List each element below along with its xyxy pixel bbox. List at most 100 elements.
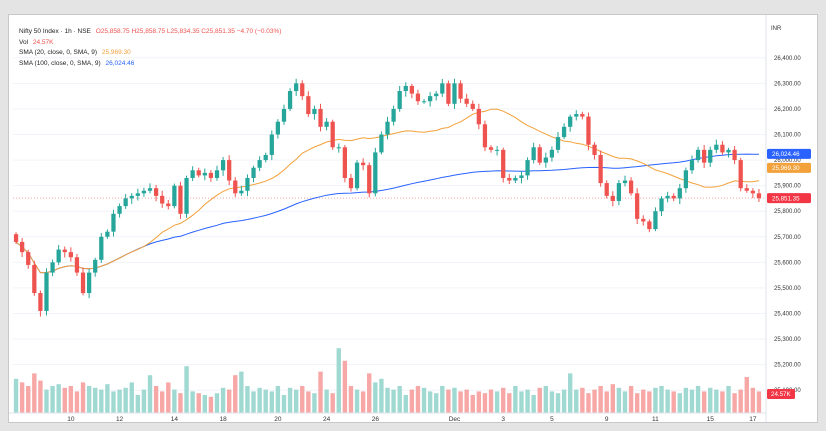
volume-bar <box>26 386 31 413</box>
candle-body <box>379 134 384 153</box>
candle <box>702 144 707 168</box>
candle <box>561 123 567 140</box>
volume-bar <box>744 377 749 413</box>
price-tick-label: 26,200.00 <box>774 107 801 113</box>
volume-bar <box>415 386 421 413</box>
volume-bar <box>147 375 153 413</box>
candle-body <box>750 190 755 194</box>
candle-body <box>659 198 664 212</box>
sma20-label[interactable]: SMA (20, close, 0, SMA, 9) <box>19 49 98 56</box>
candle-body <box>647 221 652 230</box>
candle-body <box>348 177 354 189</box>
volume-bar <box>421 387 427 413</box>
candle-body <box>622 180 628 184</box>
volume-bar <box>68 386 74 413</box>
candle <box>513 175 518 184</box>
volume-bar <box>604 391 609 413</box>
candle <box>172 183 177 209</box>
volume-bar <box>628 386 634 413</box>
time-tick-label: 17 <box>749 416 757 422</box>
candle <box>689 155 695 174</box>
volume-bar <box>586 393 591 413</box>
vol-value: 24.57K <box>32 38 54 46</box>
volume-bar <box>245 386 250 413</box>
candle-body <box>507 177 512 181</box>
sma100-label[interactable]: SMA (100, close, 0, SMA, 9) <box>19 59 101 67</box>
volume-bar <box>391 389 396 413</box>
candle-body <box>184 177 189 214</box>
volume-bar <box>695 386 701 413</box>
candle <box>519 171 524 184</box>
candle <box>348 173 354 192</box>
candle-body <box>281 108 287 122</box>
candle-body <box>677 188 682 199</box>
volume-bar <box>732 393 737 413</box>
volume-bar <box>50 386 55 413</box>
volume-bar <box>385 387 390 413</box>
candle <box>32 260 37 296</box>
candle-body <box>580 114 585 117</box>
volume-bar <box>38 380 43 413</box>
candle <box>38 290 43 317</box>
candle-body <box>202 172 207 176</box>
candle <box>281 104 287 125</box>
candle-body <box>568 116 573 127</box>
symbol-title[interactable]: Nifty 50 Index · 1h · NSE <box>19 28 91 35</box>
candle <box>147 183 153 194</box>
candle-body <box>330 121 335 148</box>
price-badge: 25,969.30 <box>767 162 811 173</box>
candle <box>635 188 640 224</box>
price-tick-label: 26,100.00 <box>774 133 801 139</box>
chart-canvas[interactable]: INR 26,400.00 26,300.00 26,200.00 26,100.00 2… <box>9 15 817 422</box>
volume-bar <box>434 393 439 413</box>
candle-body <box>397 91 402 109</box>
candle-body <box>263 154 268 161</box>
candle <box>80 267 86 296</box>
candle-body <box>239 190 244 194</box>
volume-bar <box>184 366 189 413</box>
candle <box>476 103 481 130</box>
candle-body <box>604 183 609 196</box>
candle <box>342 144 348 183</box>
candle-body <box>361 162 366 166</box>
candle-body <box>732 149 737 161</box>
candle <box>714 139 719 154</box>
candle-body <box>50 262 55 273</box>
candle-body <box>196 170 201 176</box>
volume-bar <box>397 386 402 413</box>
candle <box>397 85 402 112</box>
sma100-value: 26,024.46 <box>105 59 135 67</box>
candle-body <box>294 83 299 92</box>
volume-bar <box>269 391 274 413</box>
candle <box>287 88 293 111</box>
candle <box>373 147 378 197</box>
candle <box>409 83 414 99</box>
candle <box>20 238 25 257</box>
candle-body <box>227 160 232 181</box>
candle-body <box>610 195 615 201</box>
volume-bar <box>671 391 676 413</box>
volume-bar <box>330 393 335 413</box>
candle-body <box>476 108 481 125</box>
candle <box>202 168 207 181</box>
candle-body <box>714 144 719 150</box>
volume-bar <box>135 395 141 413</box>
volume-bar <box>226 389 232 413</box>
candle-body <box>738 160 743 189</box>
candle <box>74 253 80 276</box>
volume-bar <box>379 378 384 413</box>
volume-badge-label: 24.57K <box>771 391 791 398</box>
candle-body <box>440 83 445 94</box>
candle-body <box>129 195 134 199</box>
candle <box>379 131 384 155</box>
candle <box>251 165 256 183</box>
candle <box>196 167 201 178</box>
volume-bar <box>574 389 579 413</box>
volume-bar <box>622 391 628 413</box>
candle <box>622 175 628 187</box>
price-badge: 25,851.35 <box>767 193 811 204</box>
candle-body <box>689 160 695 171</box>
candle <box>421 98 427 104</box>
price-badge-label: 25,851.35 <box>772 195 800 202</box>
vol-label[interactable]: Vol <box>19 38 29 46</box>
